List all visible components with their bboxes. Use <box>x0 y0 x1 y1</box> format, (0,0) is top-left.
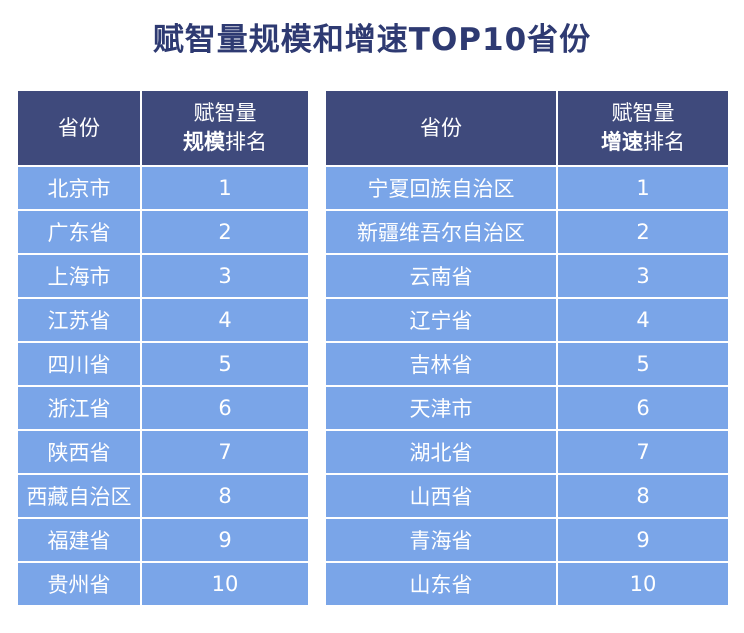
table-row: 广东省 2 <box>16 209 310 255</box>
scale-rank-column-header: 赋智量 规模排名 <box>140 89 310 167</box>
header-bold-word: 增速 <box>601 130 643 154</box>
table-row: 山东省 10 <box>324 561 730 607</box>
scale-ranking-body: 北京市 1 广东省 2 上海市 3 江苏省 4 四川省 5 浙江省 6 陕西省 7 西藏自治区 8 福建省 9 贵州… <box>16 165 310 607</box>
rank-cell: 1 <box>556 165 730 211</box>
province-column-header: 省份 <box>16 89 142 167</box>
province-cell: 新疆维吾尔自治区 <box>324 209 558 255</box>
table-header-row: 省份 赋智量 增速排名 <box>324 89 730 167</box>
growth-ranking-table: 省份 赋智量 增速排名 宁夏回族自治区 1 新疆维吾尔自治区 2 云南省 3 辽宁省 4 吉林省… <box>324 89 730 607</box>
scale-ranking-table: 省份 赋智量 规模排名 北京市 1 广东省 2 上海市 3 江苏省 4 四川省 5 浙江省 6 陕西省 7… <box>16 89 310 607</box>
rank-cell: 2 <box>140 209 310 255</box>
table-row: 天津市 6 <box>324 385 730 431</box>
rank-cell: 4 <box>556 297 730 343</box>
header-line1: 赋智量 <box>193 101 257 125</box>
table-row: 西藏自治区 8 <box>16 473 310 519</box>
rank-cell: 10 <box>140 561 310 607</box>
table-row: 新疆维吾尔自治区 2 <box>324 209 730 255</box>
province-cell: 辽宁省 <box>324 297 558 343</box>
rank-cell: 3 <box>140 253 310 299</box>
rank-cell: 1 <box>140 165 310 211</box>
province-cell: 广东省 <box>16 209 142 255</box>
rank-cell: 10 <box>556 561 730 607</box>
rank-cell: 2 <box>556 209 730 255</box>
rank-cell: 6 <box>556 385 730 431</box>
table-row: 云南省 3 <box>324 253 730 299</box>
province-cell: 北京市 <box>16 165 142 211</box>
rank-cell: 8 <box>556 473 730 519</box>
table-row: 山西省 8 <box>324 473 730 519</box>
province-cell: 浙江省 <box>16 385 142 431</box>
rank-cell: 9 <box>140 517 310 563</box>
rank-cell: 3 <box>556 253 730 299</box>
rank-cell: 9 <box>556 517 730 563</box>
province-cell: 山东省 <box>324 561 558 607</box>
rank-cell: 8 <box>140 473 310 519</box>
header-bold-word: 规模 <box>183 130 225 154</box>
table-row: 上海市 3 <box>16 253 310 299</box>
province-column-header: 省份 <box>324 89 558 167</box>
province-cell: 吉林省 <box>324 341 558 387</box>
table-row: 陕西省 7 <box>16 429 310 475</box>
province-cell: 云南省 <box>324 253 558 299</box>
table-row: 贵州省 10 <box>16 561 310 607</box>
province-cell: 宁夏回族自治区 <box>324 165 558 211</box>
province-cell: 福建省 <box>16 517 142 563</box>
header-tail: 排名 <box>225 130 267 154</box>
header-line1: 赋智量 <box>611 101 675 125</box>
table-header-row: 省份 赋智量 规模排名 <box>16 89 310 167</box>
rank-cell: 6 <box>140 385 310 431</box>
table-row: 浙江省 6 <box>16 385 310 431</box>
province-cell: 山西省 <box>324 473 558 519</box>
province-cell: 西藏自治区 <box>16 473 142 519</box>
table-row: 四川省 5 <box>16 341 310 387</box>
province-cell: 四川省 <box>16 341 142 387</box>
rank-cell: 7 <box>556 429 730 475</box>
table-row: 吉林省 5 <box>324 341 730 387</box>
province-cell: 贵州省 <box>16 561 142 607</box>
rank-cell: 4 <box>140 297 310 343</box>
rank-cell: 7 <box>140 429 310 475</box>
header-tail: 排名 <box>643 130 685 154</box>
table-row: 北京市 1 <box>16 165 310 211</box>
province-cell: 湖北省 <box>324 429 558 475</box>
province-cell: 江苏省 <box>16 297 142 343</box>
table-row: 福建省 9 <box>16 517 310 563</box>
table-row: 青海省 9 <box>324 517 730 563</box>
chart-title: 赋智量规模和增速TOP10省份 <box>152 22 592 58</box>
province-cell: 陕西省 <box>16 429 142 475</box>
table-row: 辽宁省 4 <box>324 297 730 343</box>
growth-rank-column-header: 赋智量 增速排名 <box>556 89 730 167</box>
rank-cell: 5 <box>140 341 310 387</box>
province-cell: 上海市 <box>16 253 142 299</box>
province-cell: 青海省 <box>324 517 558 563</box>
province-cell: 天津市 <box>324 385 558 431</box>
rank-cell: 5 <box>556 341 730 387</box>
growth-ranking-body: 宁夏回族自治区 1 新疆维吾尔自治区 2 云南省 3 辽宁省 4 吉林省 5 天津市 6 湖北省 7 山西省… <box>324 165 730 607</box>
table-row: 江苏省 4 <box>16 297 310 343</box>
table-row: 湖北省 7 <box>324 429 730 475</box>
table-row: 宁夏回族自治区 1 <box>324 165 730 211</box>
